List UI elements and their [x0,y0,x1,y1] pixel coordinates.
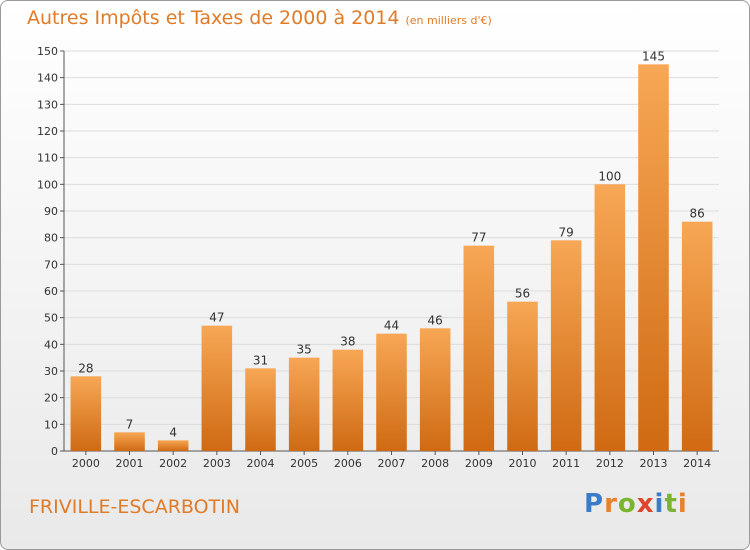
bar-2013 [638,64,669,452]
bar-2005 [288,357,320,451]
value-label-2013: 145 [642,49,665,63]
logo-letter: o [617,489,637,519]
axis-layer: 0 10 20 30 40 50 60 70 80 90 100 110 120 130 140 150 200… [37,45,719,470]
value-label-2007: 44 [384,319,399,333]
unit-label: (en milliers d'€) [405,14,492,27]
bar-2003 [201,325,233,451]
y-tick-label-140: 140 [37,72,58,85]
value-label-2003: 47 [209,311,224,325]
value-label-2010: 56 [515,287,530,301]
x-tick-label-2011: 2011 [552,457,580,470]
bar-2007 [376,333,407,451]
bar-2004 [245,368,276,451]
y-tick-label-10: 10 [44,418,58,431]
bar-2011 [550,240,582,451]
bar-2010 [507,301,538,451]
value-label-2012: 100 [598,169,621,183]
y-tick-label-50: 50 [44,312,58,325]
y-tick-label-150: 150 [37,45,58,58]
bar-2000 [70,376,102,451]
x-tick-label-2008: 2008 [421,457,449,470]
x-tick-label-2005: 2005 [290,457,318,470]
value-label-2000: 28 [78,361,93,375]
bar-2001 [114,432,145,451]
value-label-2009: 77 [471,231,486,245]
bar-2012 [594,184,626,452]
y-tick-label-120: 120 [37,125,58,138]
y-tick-label-40: 40 [44,338,58,351]
value-label-2014: 86 [690,207,705,221]
x-tick-label-2010: 2010 [509,457,537,470]
value-label-2004: 31 [253,353,268,367]
x-tick-label-2003: 2003 [203,457,231,470]
bar-layer: 28 7 4 47 31 35 38 44 46 77 56 79 100 145 86 [70,49,713,452]
y-tick-label-70: 70 [44,258,58,271]
bar-2009 [463,245,495,451]
value-label-2006: 38 [340,335,355,349]
y-tick-label-30: 30 [44,365,58,378]
logo-letter: i [677,489,688,519]
bar-2014 [681,221,713,451]
logo-letter: i [654,489,665,519]
y-tick-label-60: 60 [44,285,58,298]
y-tick-label-110: 110 [37,152,58,165]
x-tick-label-2006: 2006 [334,457,362,470]
chart-title: Autres Impôts et Taxes de 2000 à 2014 (en… [27,7,492,29]
x-tick-label-2009: 2009 [465,457,493,470]
value-label-2005: 35 [297,343,312,357]
logo-letter: x [636,489,655,519]
y-tick-label-80: 80 [44,232,58,245]
y-tick-label-20: 20 [44,392,58,405]
y-tick-label-130: 130 [37,98,58,111]
x-tick-label-2000: 2000 [72,457,100,470]
value-label-2008: 46 [428,313,443,327]
title-text: Autres Impôts et Taxes de 2000 à 2014 [27,7,400,29]
y-tick-label-90: 90 [44,205,58,218]
value-label-2002: 4 [169,425,177,439]
y-tick-label-100: 100 [37,178,58,191]
bar-2006 [332,349,364,451]
logo-letter: t [664,489,678,519]
value-label-2001: 7 [126,417,134,431]
y-tick-label-0: 0 [51,445,58,458]
x-tick-label-2014: 2014 [683,457,711,470]
x-tick-label-2004: 2004 [247,457,275,470]
x-tick-label-2013: 2013 [640,457,668,470]
town-name: FRIVILLE-ESCARBOTIN [29,496,240,518]
x-tick-label-2002: 2002 [159,457,187,470]
value-label-2011: 79 [559,225,574,239]
x-tick-label-2012: 2012 [596,457,624,470]
x-tick-label-2001: 2001 [116,457,144,470]
logo-letter: P [584,489,605,519]
x-tick-label-2007: 2007 [378,457,406,470]
bar-2008 [419,328,451,451]
logo-letter: r [604,489,618,519]
bar-2002 [157,440,189,451]
proxiti-logo: Proxiti [584,489,688,519]
